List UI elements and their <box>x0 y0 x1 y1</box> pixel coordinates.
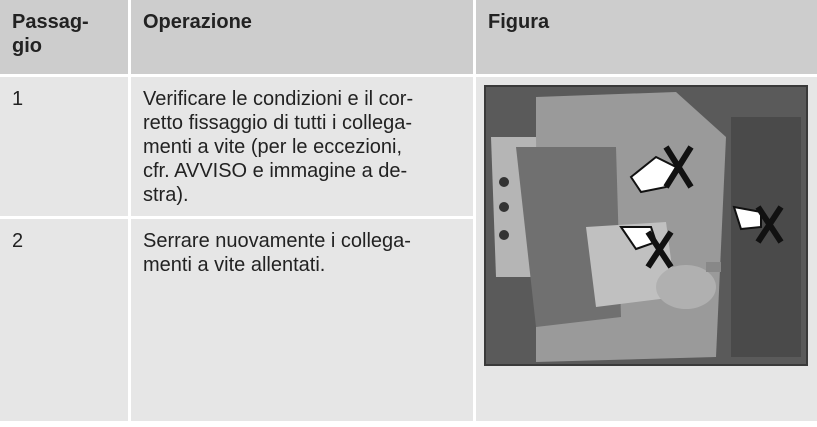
text-line: gio <box>12 35 42 57</box>
text-line: menti a vite allentati. <box>143 254 326 276</box>
figure-cell <box>476 77 817 421</box>
step-cell: 2 <box>0 219 128 421</box>
text-line: Serrare nuovamente i collega- <box>143 230 411 252</box>
text-line: Figura <box>488 11 550 33</box>
figure-image <box>484 85 808 366</box>
text-line: retto fissaggio di tutti i collega- <box>143 112 413 134</box>
text-line: Passag- <box>12 11 89 33</box>
text-line: stra). <box>143 184 189 206</box>
text-line: menti a vite (per le eccezioni, <box>143 136 403 158</box>
operation-cell: Serrare nuovamente i collega-menti a vit… <box>131 219 473 421</box>
header-cell: Passag-gio <box>0 0 128 74</box>
step: 2 <box>12 230 24 252</box>
operation-cell: Verificare le condizioni e il cor-retto … <box>131 77 473 216</box>
text-line: Operazione <box>143 11 252 33</box>
header-cell: Figura <box>476 0 817 74</box>
header-cell: Operazione <box>131 0 473 74</box>
step-cell: 1 <box>0 77 128 216</box>
text-line: cfr. AVVISO e immagine a de- <box>143 160 408 182</box>
step: 1 <box>12 88 24 110</box>
text-line: Verificare le condizioni e il cor- <box>143 88 414 110</box>
